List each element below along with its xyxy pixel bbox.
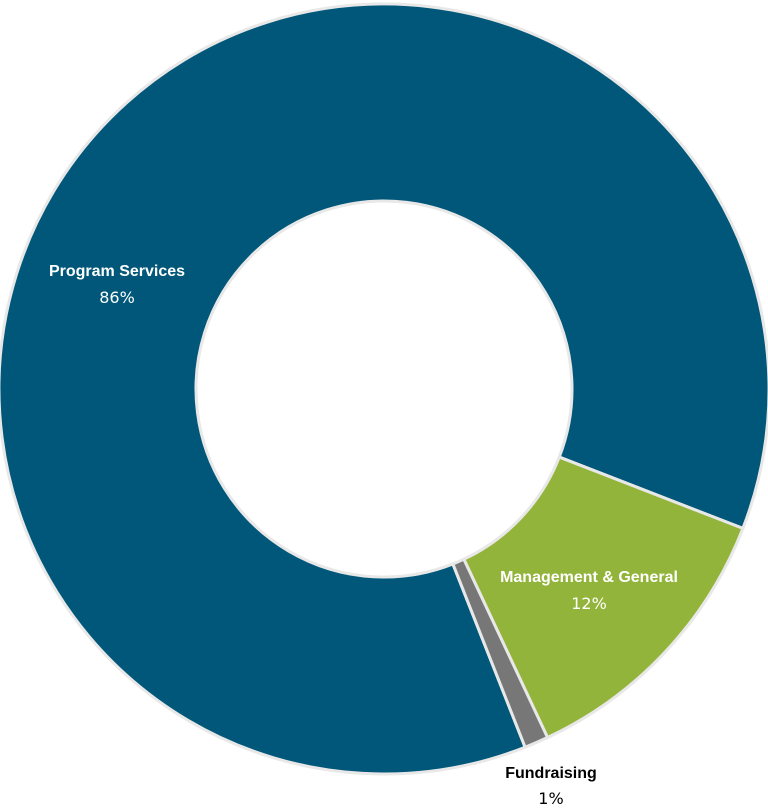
slice-management-general: [461, 455, 745, 740]
slice-label-program-services: Program Services: [49, 263, 185, 280]
slices-group: [0, 2, 768, 776]
slice-program-services: [0, 2, 768, 776]
slice-fundraising: [450, 557, 550, 750]
labels-group: Program Services 86% Management & General 1…: [49, 263, 678, 808]
slice-label-management-general: Management & General: [500, 569, 678, 586]
slice-label-fundraising: Fundraising: [505, 765, 597, 782]
slice-value-fundraising: 1%: [538, 789, 563, 808]
slice-value-management-general: 12%: [571, 594, 607, 613]
slice-value-program-services: 86%: [99, 288, 135, 307]
